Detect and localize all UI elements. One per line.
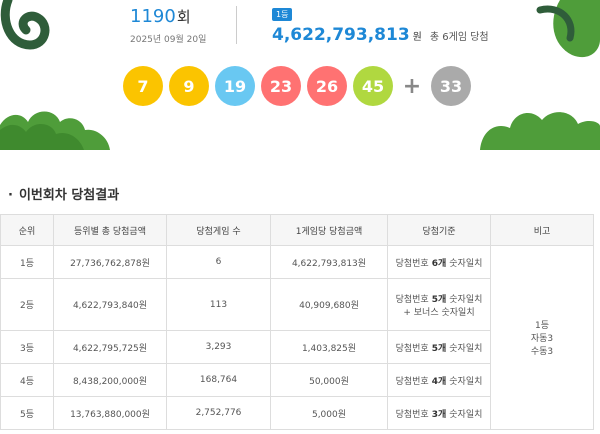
cell-per-game: 4,622,793,813원	[270, 245, 388, 279]
cell-rank: 1등	[0, 245, 54, 279]
criteria-line: 당첨번호 3개 숫자일치	[388, 407, 490, 420]
prize: 4,622,793,813 원 총 6게임 당첨	[272, 25, 489, 45]
cell-total: 13,763,880,000원	[53, 396, 167, 430]
criteria-suffix: 숫자일치	[449, 258, 483, 269]
cell-criteria: 당첨번호 4개 숫자일치	[387, 363, 491, 397]
plus-sign: +	[402, 73, 422, 99]
criteria-prefix: 당첨번호	[395, 343, 429, 354]
winning-numbers: 7 9 19 23 26 45 +33	[123, 66, 477, 106]
cell-rank: 4등	[0, 363, 54, 397]
criteria-count: 6개	[431, 258, 447, 269]
cell-total: 4,622,793,840원	[53, 278, 167, 331]
table-row: 5등 13,763,880,000원 2,752,776 5,000원 당첨번호 3개 숫자…	[0, 396, 594, 430]
criteria-bonus: + 보너스 숫자일치	[403, 307, 475, 318]
cell-total: 27,736,762,878원	[53, 245, 167, 279]
number-ball: 19	[215, 66, 255, 106]
result-table: 순위 등위별 총 당첨금액 당첨게임 수 1게임당 당첨금액 당첨기준 비고 1등 27,7…	[0, 214, 594, 430]
table-row: 1등 27,736,762,878원 6 4,622,793,813원 당첨번호 6개 숫자…	[0, 245, 594, 430]
cell-per-game: 5,000원	[270, 396, 388, 430]
rank-badge: 1등	[272, 8, 293, 21]
number-ball: 26	[307, 66, 347, 106]
round-number: 1190	[130, 6, 176, 27]
column-header: 당첨기준	[387, 214, 491, 246]
column-header: 등위별 총 당첨금액	[53, 214, 167, 246]
number-ball: 45	[353, 66, 393, 106]
cell-per-game: 1,403,825원	[270, 330, 388, 364]
criteria-count: 4개	[431, 376, 447, 387]
criteria-prefix: 당첨번호	[395, 294, 429, 305]
header-row: 순위 등위별 총 당첨금액 당첨게임 수 1게임당 당첨금액 당첨기준 비고	[0, 214, 594, 246]
section-title-text: 이번회차 당첨결과	[18, 188, 120, 203]
criteria-suffix: 숫자일치	[449, 343, 483, 354]
criteria-prefix: 당첨번호	[395, 376, 429, 387]
criteria-line: 당첨번호 4개 숫자일치	[388, 374, 490, 387]
column-header: 비고	[490, 214, 594, 246]
cell-per-game: 40,909,680원	[270, 278, 388, 331]
section-title: · 이번회차 당첨결과	[8, 184, 119, 203]
cell-total: 8,438,200,000원	[53, 363, 167, 397]
cell-per-game: 50,000원	[270, 363, 388, 397]
cell-winners: 113	[166, 278, 271, 331]
cell-criteria: 당첨번호 5개 숫자일치	[387, 330, 491, 364]
winner-summary: 총 6게임 당첨	[429, 32, 489, 43]
cell-total: 4,622,795,725원	[53, 330, 167, 364]
cell-criteria: 당첨번호 3개 숫자일치	[387, 396, 491, 430]
cell-winners: 168,764	[166, 363, 271, 397]
first-prize: 4,622,793,813	[272, 25, 410, 45]
table-row: 4등 8,438,200,000원 168,764 50,000원 당첨번호 4개 숫자일치	[0, 363, 594, 397]
criteria-line: 당첨번호 6개 숫자일치	[388, 256, 490, 269]
criteria-line: 당첨번호 5개 숫자일치	[388, 292, 490, 305]
cell-rank: 5등	[0, 396, 54, 430]
number-ball: 7	[123, 66, 163, 106]
cell-winners: 2,752,776	[166, 396, 271, 430]
note-line: 수동3	[530, 347, 554, 357]
column-header: 1게임당 당첨금액	[270, 214, 388, 246]
prize-unit: 원	[412, 32, 422, 43]
criteria-prefix: 당첨번호	[395, 409, 429, 420]
cell-criteria: 당첨번호 5개 숫자일치 + 보너스 숫자일치	[387, 278, 491, 331]
round-unit: 회	[176, 8, 191, 26]
criteria-count: 3개	[431, 409, 447, 420]
criteria-suffix: 숫자일치	[449, 409, 483, 420]
criteria-count: 5개	[431, 294, 447, 305]
decoration	[0, 0, 600, 150]
column-header: 순위	[0, 214, 54, 246]
cell-rank: 3등	[0, 330, 54, 364]
divider	[236, 6, 237, 44]
criteria-line: 당첨번호 5개 숫자일치	[388, 341, 490, 354]
column-header: 당첨게임 수	[166, 214, 271, 246]
note-line: 자동3	[530, 334, 554, 344]
cell-criteria: 당첨번호 6개 숫자일치	[387, 245, 491, 279]
criteria-suffix: 숫자일치	[449, 294, 483, 305]
criteria-prefix: 당첨번호	[395, 258, 429, 269]
bullet: ·	[8, 188, 13, 203]
number-ball: 9	[169, 66, 209, 106]
table-row: 3등 4,622,795,725원 3,293 1,403,825원 당첨번호 5개 숫자일…	[0, 330, 594, 364]
note-line: 1등	[534, 321, 549, 331]
draw-date: 2025년 09월 20일	[130, 35, 207, 45]
round: 1190회	[130, 6, 191, 27]
number-ball: 23	[261, 66, 301, 106]
bonus-ball: 33	[431, 66, 471, 106]
table-row: 2등 4,622,793,840원 113 40,909,680원 당첨번호 5개 숫자일치…	[0, 278, 594, 331]
criteria-count: 5개	[431, 343, 447, 354]
criteria-suffix: 숫자일치	[449, 376, 483, 387]
cell-winners: 6	[166, 245, 271, 279]
cell-winners: 3,293	[166, 330, 271, 364]
cell-rank: 2등	[0, 278, 54, 331]
table-body: 1등 27,736,762,878원 6 4,622,793,813원 당첨번호 6개 숫자…	[0, 245, 594, 430]
